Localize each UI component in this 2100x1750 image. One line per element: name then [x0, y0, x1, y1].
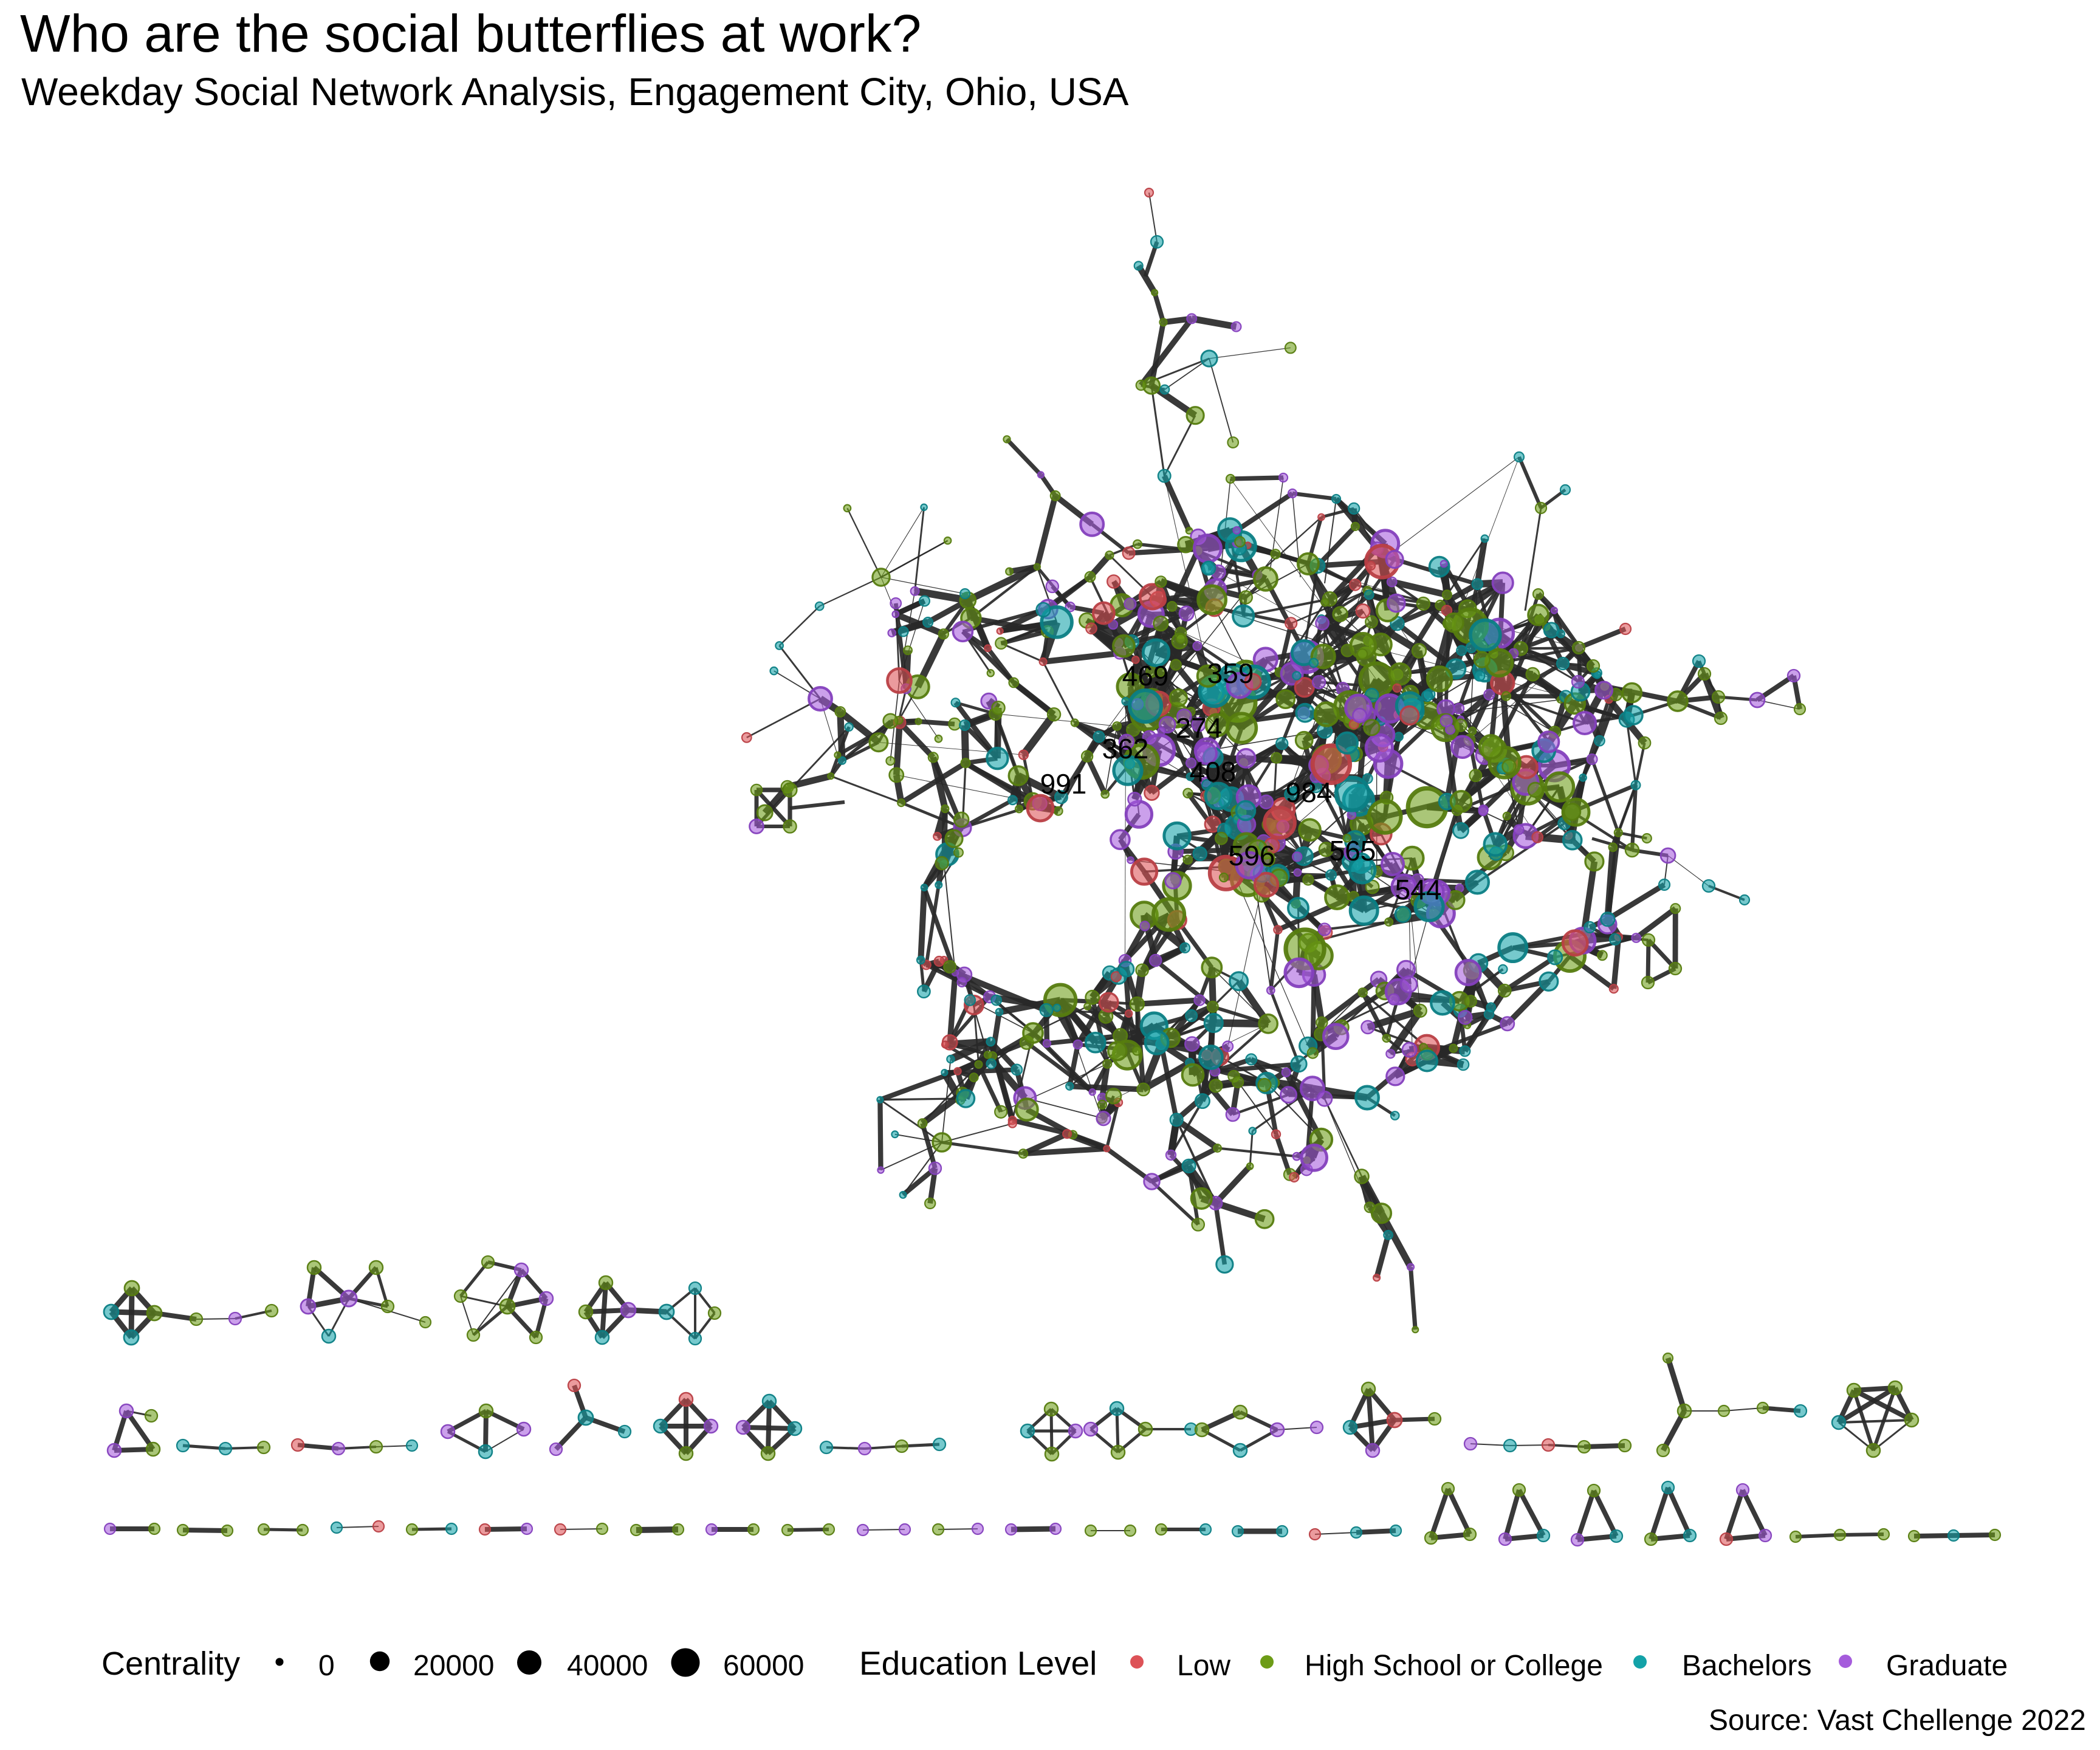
svg-text:362: 362 — [1102, 733, 1149, 764]
svg-text:Graduate: Graduate — [1886, 1650, 2008, 1682]
svg-text:544: 544 — [1395, 874, 1442, 905]
svg-text:20000: 20000 — [413, 1650, 494, 1682]
svg-text:274: 274 — [1176, 712, 1223, 744]
svg-text:Bachelors: Bachelors — [1682, 1650, 1811, 1682]
svg-text:359: 359 — [1207, 657, 1254, 689]
svg-text:Low: Low — [1177, 1650, 1230, 1682]
svg-text:60000: 60000 — [723, 1650, 804, 1682]
svg-text:High School or College: High School or College — [1305, 1650, 1603, 1682]
svg-text:596: 596 — [1229, 840, 1275, 871]
svg-text:565: 565 — [1330, 835, 1376, 866]
svg-text:Weekday Social Network Analysi: Weekday Social Network Analysis, Engagem… — [21, 70, 1129, 114]
svg-text:40000: 40000 — [567, 1650, 648, 1682]
svg-text:984: 984 — [1286, 777, 1333, 808]
svg-text:991: 991 — [1040, 768, 1087, 800]
svg-text:408: 408 — [1190, 756, 1237, 787]
svg-text:Source: Vast Chellenge 2022: Source: Vast Chellenge 2022 — [1709, 1704, 2086, 1737]
svg-text:Education Level: Education Level — [859, 1644, 1097, 1682]
svg-text:Who are the social butterflies: Who are the social butterflies at work? — [20, 4, 921, 63]
svg-text:Centrality: Centrality — [101, 1645, 240, 1682]
svg-text:0: 0 — [318, 1650, 335, 1682]
svg-text:469: 469 — [1122, 660, 1169, 691]
